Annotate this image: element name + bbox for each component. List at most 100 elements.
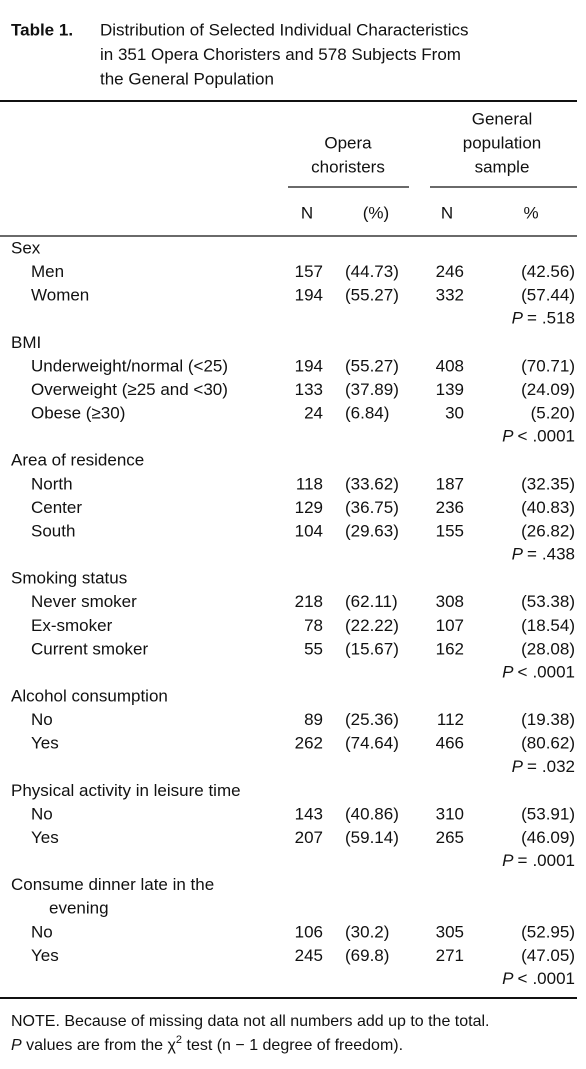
- cell: (46.09): [521, 828, 575, 847]
- column-header: N: [441, 203, 453, 222]
- row-label: Current smoker: [31, 639, 148, 658]
- p-symbol: P: [502, 969, 514, 988]
- cell: (22.22): [345, 616, 399, 635]
- row-label: South: [31, 521, 75, 540]
- cell: (29.63): [345, 521, 399, 540]
- cell: 187: [436, 474, 464, 493]
- cell: 310: [436, 804, 464, 823]
- cell: (53.91): [521, 804, 575, 823]
- cell: 143: [295, 804, 323, 823]
- note-text: test (n − 1 degree of freedom).: [182, 1037, 403, 1054]
- row-label: Yes: [31, 946, 59, 965]
- p-relation: <: [518, 427, 528, 446]
- cell: (47.05): [521, 946, 575, 965]
- row-label: Underweight/normal (<25): [31, 356, 228, 375]
- cell: 133: [295, 380, 323, 399]
- cell: 24: [304, 404, 323, 423]
- cell: 207: [295, 828, 323, 847]
- p-value: P = .0001: [502, 852, 575, 871]
- p-symbol: P: [502, 663, 514, 682]
- cell: (62.11): [345, 592, 398, 611]
- row-label: No: [31, 922, 53, 941]
- cell: (40.83): [521, 498, 575, 517]
- column-header: %: [523, 203, 538, 222]
- p-value: P < .0001: [502, 969, 575, 988]
- p-value: P < .0001: [502, 663, 575, 682]
- p-number: .0001: [532, 427, 575, 446]
- cell: (42.56): [521, 262, 575, 281]
- cell: 218: [295, 592, 323, 611]
- cell: 55: [304, 639, 323, 658]
- group-header: Opera: [324, 133, 372, 152]
- p-symbol: P: [512, 757, 524, 776]
- title-line: the General Population: [100, 69, 274, 88]
- p-value: P = .518: [512, 309, 575, 328]
- group-header: population: [463, 133, 541, 152]
- cell: (30.2): [345, 922, 389, 941]
- cell: 107: [436, 616, 464, 635]
- superscript: 2: [176, 1034, 182, 1046]
- cell: (6.84): [345, 404, 389, 423]
- cell: 246: [436, 262, 464, 281]
- cell: 78: [304, 616, 323, 635]
- p-number: .0001: [532, 969, 575, 988]
- cell: (25.36): [345, 710, 399, 729]
- cell: (55.27): [345, 286, 399, 305]
- group-label: BMI: [11, 333, 41, 352]
- group-header: sample: [475, 157, 530, 176]
- cell: 332: [436, 286, 464, 305]
- p-number: .438: [542, 545, 575, 564]
- group-header: General: [472, 109, 532, 128]
- cell: (18.54): [521, 616, 575, 635]
- p-relation: =: [527, 545, 537, 564]
- cell: 308: [436, 592, 464, 611]
- row-label: Yes: [31, 734, 59, 753]
- group-label: Smoking status: [11, 569, 127, 588]
- p-number: .518: [542, 309, 575, 328]
- cell: (57.44): [521, 286, 575, 305]
- group-label: Sex: [11, 238, 41, 257]
- cell: 194: [295, 286, 323, 305]
- cell: 194: [295, 356, 323, 375]
- row-label: No: [31, 804, 53, 823]
- cell: (15.67): [345, 639, 399, 658]
- row-label: Overweight (≥25 and <30): [31, 380, 228, 399]
- cell: 262: [295, 734, 323, 753]
- cell: (24.09): [521, 380, 575, 399]
- row-label: Never smoker: [31, 592, 137, 611]
- cell: (53.38): [521, 592, 575, 611]
- note-line: P values are from the χ2 test (n − 1 deg…: [11, 1034, 403, 1054]
- cell: (28.08): [521, 639, 575, 658]
- note-text: values are from the χ: [22, 1037, 177, 1054]
- column-header: (%): [363, 203, 389, 222]
- group-label: Alcohol consumption: [11, 687, 168, 706]
- cell: 155: [436, 521, 464, 540]
- cell: (80.62): [521, 734, 575, 753]
- row-label: No: [31, 710, 53, 729]
- cell: (37.89): [345, 380, 399, 399]
- group-label: Area of residence: [11, 451, 144, 470]
- cell: (5.20): [531, 404, 575, 423]
- cell: (55.27): [345, 356, 399, 375]
- cell: (70.71): [521, 356, 575, 375]
- row-label: Ex-smoker: [31, 616, 113, 635]
- p-value: P = .438: [512, 545, 575, 564]
- cell: 162: [436, 639, 464, 658]
- p-relation: =: [518, 852, 528, 871]
- p-symbol: P: [502, 852, 514, 871]
- group-label: Consume dinner late in the: [11, 875, 214, 894]
- cell: (40.86): [345, 804, 399, 823]
- p-symbol: P: [512, 309, 524, 328]
- cell: 236: [436, 498, 464, 517]
- group-label: Physical activity in leisure time: [11, 781, 241, 800]
- p-symbol: P: [11, 1037, 22, 1054]
- cell: 271: [436, 946, 464, 965]
- cell: (69.8): [345, 946, 389, 965]
- cell: 106: [295, 922, 323, 941]
- cell: 157: [295, 262, 323, 281]
- cell: 305: [436, 922, 464, 941]
- cell: (44.73): [345, 262, 399, 281]
- p-symbol: P: [512, 545, 524, 564]
- cell: (32.35): [521, 474, 575, 493]
- cell: 112: [437, 710, 464, 729]
